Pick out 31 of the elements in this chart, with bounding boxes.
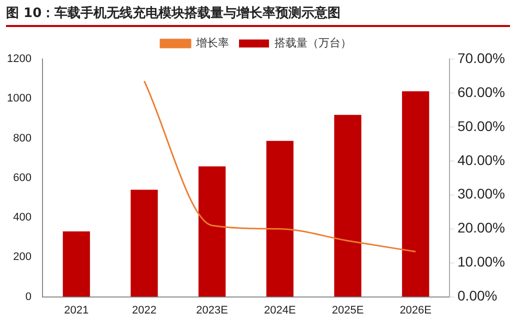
bar	[266, 140, 294, 297]
bar	[198, 166, 226, 297]
y-tick-label: 1200	[6, 53, 32, 66]
x-tick-label: 2025E	[332, 304, 364, 316]
y2-tick-label: 70.00%	[458, 50, 505, 66]
bar	[334, 114, 362, 297]
bar	[130, 190, 158, 297]
chart-title: 图 10：车载手机无线充电模块搭载量与增长率预测示意图	[6, 4, 510, 27]
legend-label: 增长率	[195, 36, 229, 50]
y2-tick-label: 60.00%	[458, 84, 505, 100]
y2-tick-label: 10.00%	[458, 254, 505, 270]
bar	[62, 231, 90, 297]
x-tick-label: 2023E	[196, 304, 228, 316]
y-tick-label: 600	[13, 172, 32, 184]
y2-tick-label: 30.00%	[458, 186, 505, 202]
x-tick-label: 2024E	[264, 304, 296, 316]
y-tick-label: 200	[13, 251, 32, 264]
x-tick-label: 2021	[64, 304, 89, 316]
y-tick-label: 800	[13, 132, 32, 144]
legend-label: 搭载量（万台）	[274, 36, 352, 50]
y2-tick-label: 40.00%	[458, 152, 505, 168]
x-tick-label: 2022	[132, 304, 156, 316]
y2-tick-label: 50.00%	[458, 118, 505, 134]
y2-tick-label: 20.00%	[458, 220, 505, 236]
y2-tick-label: 0.00%	[458, 288, 498, 304]
line-series	[143, 80, 416, 252]
y-tick-label: 0	[25, 290, 32, 303]
x-tick-label: 2026E	[400, 304, 432, 316]
y-tick-label: 1000	[6, 92, 32, 105]
y-tick-label: 400	[13, 212, 32, 224]
bar	[402, 91, 430, 297]
